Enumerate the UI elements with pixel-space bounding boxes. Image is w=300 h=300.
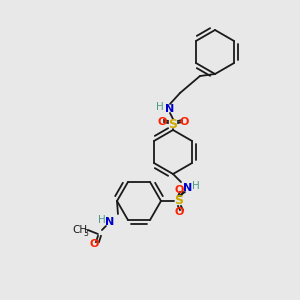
- Text: O: O: [157, 117, 167, 127]
- Text: H: H: [156, 102, 164, 112]
- Text: O: O: [89, 239, 99, 249]
- Text: H: H: [98, 215, 106, 225]
- Text: O: O: [179, 117, 189, 127]
- Text: O: O: [174, 207, 184, 217]
- Text: S: S: [175, 194, 184, 208]
- Text: CH: CH: [72, 225, 88, 235]
- Text: S: S: [169, 118, 178, 130]
- Text: O: O: [174, 185, 184, 195]
- Text: N: N: [105, 217, 115, 227]
- Text: N: N: [183, 183, 193, 193]
- Text: N: N: [165, 104, 175, 114]
- Text: 3: 3: [83, 229, 88, 238]
- Text: H: H: [192, 181, 200, 191]
